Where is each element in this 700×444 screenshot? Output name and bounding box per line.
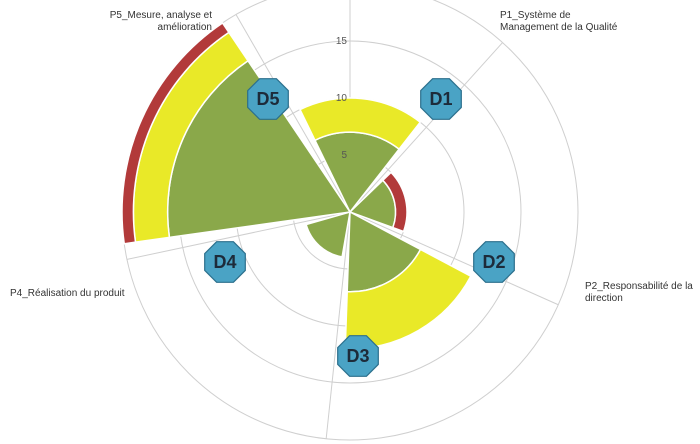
- radial-tick-label: 10: [336, 93, 348, 104]
- badge-label: D4: [213, 252, 236, 272]
- badge-d4: D4: [204, 241, 246, 283]
- radial-tick-label: 15: [336, 36, 348, 47]
- badge-label: D1: [429, 89, 452, 109]
- bar-segment[interactable]: [381, 171, 408, 233]
- badge-d2: D2: [473, 241, 515, 283]
- octagon-shape: [204, 241, 246, 283]
- octagon-shape: [473, 241, 515, 283]
- octagon-shape: [420, 78, 462, 120]
- badge-d3: D3: [337, 335, 379, 377]
- category-label: P1_Système de Management de la Qualité: [500, 10, 618, 33]
- category-label: P4_Réalisation du produit: [10, 288, 125, 299]
- sector-divider: [349, 211, 559, 306]
- sector-divider: [235, 14, 351, 213]
- badge-d1: D1: [420, 78, 462, 120]
- sector-divider: [325, 211, 351, 439]
- radial-tick-label: 5: [341, 150, 347, 161]
- bar-segment[interactable]: [121, 21, 230, 245]
- bars: [121, 21, 472, 350]
- sector-divider: [126, 211, 351, 260]
- octagon-shape: [337, 335, 379, 377]
- category-label: P2_Responsabilité de la direction: [585, 281, 693, 304]
- octagon-shape: [247, 78, 289, 120]
- bar-segment[interactable]: [305, 210, 351, 258]
- badge-label: D5: [256, 89, 279, 109]
- bar-segment[interactable]: [299, 97, 422, 151]
- badge-label: D2: [482, 252, 505, 272]
- badge-label: D3: [346, 346, 369, 366]
- category-label: P5_Mesure, analyse et amélioration: [110, 10, 213, 33]
- sector-divider: [349, 42, 503, 213]
- badge-d5: D5: [247, 78, 289, 120]
